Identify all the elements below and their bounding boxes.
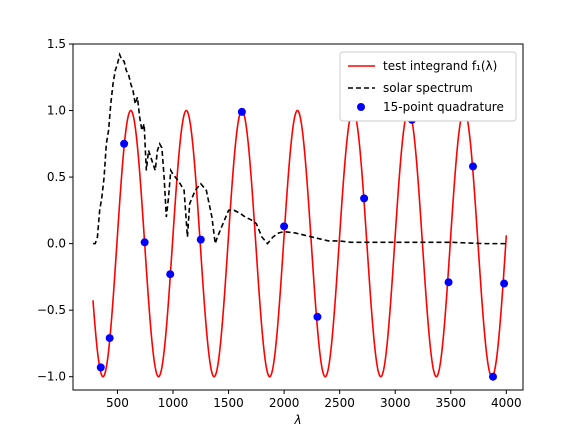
legend-label-quadrature: 15-point quadrature <box>383 100 504 114</box>
x-tick-label: 1000 <box>158 396 189 410</box>
quadrature-point <box>360 194 369 203</box>
x-tick-label: 3000 <box>380 396 411 410</box>
series-layer <box>92 52 509 381</box>
quadrature-point <box>444 278 453 287</box>
x-tick-label: 2500 <box>324 396 355 410</box>
x-axis-label: λ <box>293 413 301 427</box>
quadrature-point <box>166 270 175 279</box>
series-test-integrand-line <box>92 109 508 378</box>
x-tick-label: 1500 <box>213 396 244 410</box>
plot-frame <box>72 43 524 391</box>
legend-box <box>339 51 517 122</box>
y-tick-label: −1.0 <box>37 370 66 384</box>
quadrature-point <box>196 235 205 244</box>
y-tick-label: −0.5 <box>37 303 66 317</box>
legend-label-solar-spectrum: solar spectrum <box>383 81 473 95</box>
quadrature-point <box>105 334 114 343</box>
series-solar-spectrum-line <box>93 52 507 245</box>
y-axis: −1.0 −0.5 0.0 0.5 1.0 1.5 <box>37 37 73 384</box>
legend-label-test-integrand: test integrand f₁(λ) <box>383 59 497 73</box>
quadrature-point <box>469 162 477 171</box>
quadrature-point <box>489 372 497 381</box>
y-tick-label: 0.5 <box>47 170 66 184</box>
y-tick-label: 0.0 <box>47 237 66 251</box>
plot-area <box>72 43 524 391</box>
y-tick-label: 1.0 <box>47 104 66 118</box>
quadrature-point <box>237 107 246 116</box>
y-tick-label: 1.5 <box>47 37 66 51</box>
quadrature-point <box>313 312 322 321</box>
legend: test integrand f₁(λ) solar spectrum 15-p… <box>339 51 517 122</box>
quadrature-point <box>500 279 509 288</box>
x-axis: 500 1000 1500 2000 2500 3000 3500 4000 <box>106 390 522 410</box>
x-tick-label: 500 <box>106 396 129 410</box>
quadrature-point <box>96 363 105 372</box>
x-tick-label: 4000 <box>491 396 522 410</box>
x-tick-label: 3500 <box>436 396 467 410</box>
legend-swatch-quadrature <box>357 103 365 111</box>
quadrature-point <box>120 139 129 148</box>
quadrature-point <box>140 238 149 247</box>
x-tick-label: 2000 <box>269 396 300 410</box>
quadrature-point <box>280 222 289 231</box>
